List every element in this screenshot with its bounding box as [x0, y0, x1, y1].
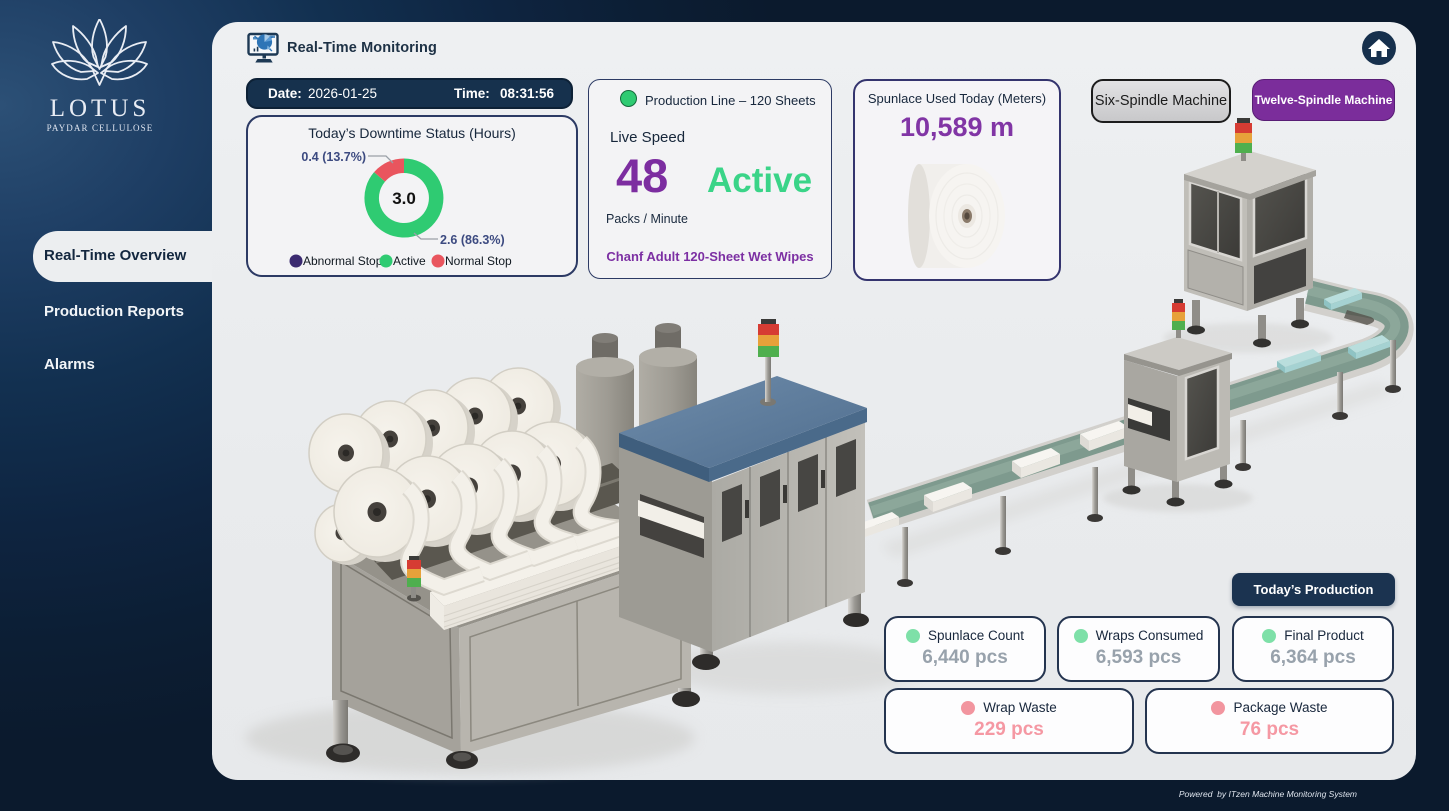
svg-text:2.6 (86.3%): 2.6 (86.3%): [440, 233, 505, 247]
svg-text:Active: Active: [393, 254, 426, 268]
svg-text:3.0: 3.0: [392, 189, 416, 208]
svg-text:0.4 (13.7%): 0.4 (13.7%): [301, 150, 366, 164]
svg-text:Abnormal Stop: Abnormal Stop: [303, 254, 383, 268]
svg-text:Normal Stop: Normal Stop: [445, 254, 512, 268]
